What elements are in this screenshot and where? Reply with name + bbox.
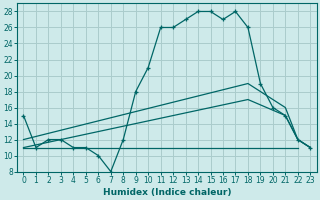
X-axis label: Humidex (Indice chaleur): Humidex (Indice chaleur): [103, 188, 231, 197]
